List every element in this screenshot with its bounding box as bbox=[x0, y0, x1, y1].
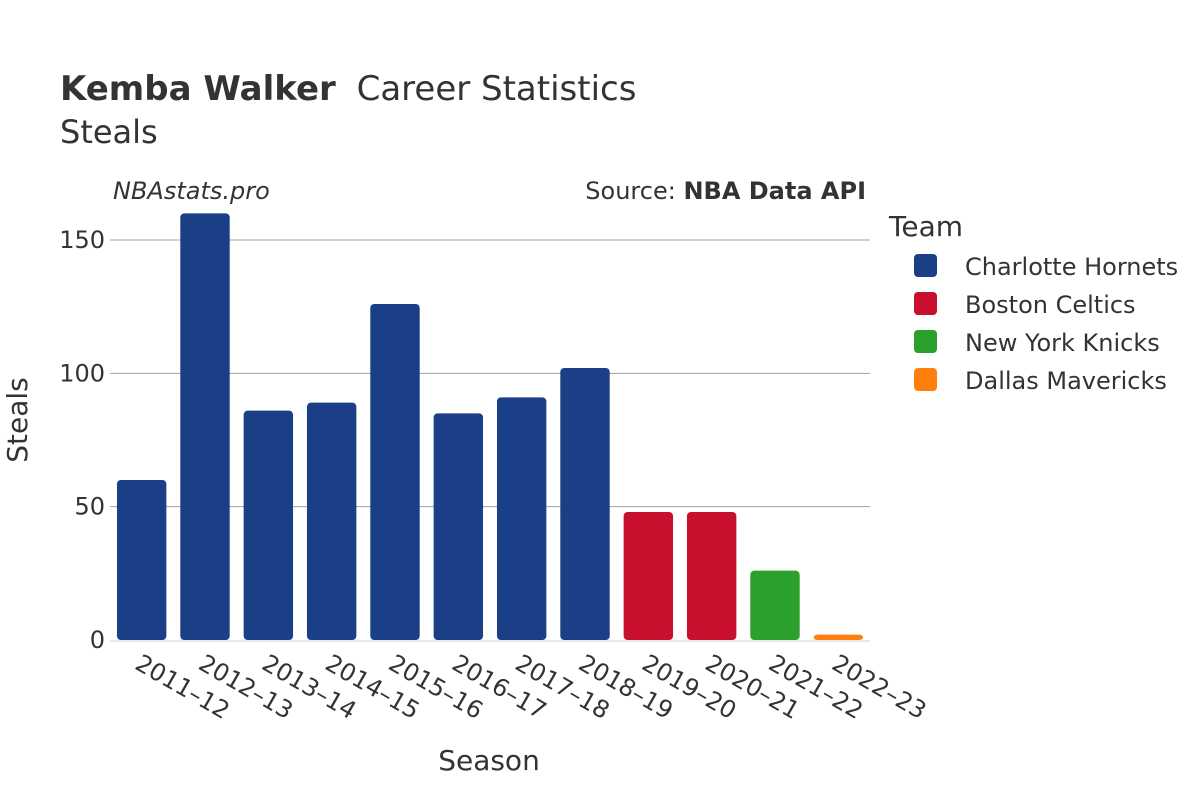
legend: Team Charlotte Hornets Boston Celtics New … bbox=[888, 210, 1178, 395]
bar-2017–18[interactable] bbox=[496, 397, 547, 640]
legend-item[interactable]: Charlotte Hornets bbox=[914, 253, 1178, 281]
chart-title: Kemba Walker Career Statistics bbox=[60, 69, 636, 109]
legend-item[interactable]: New York Knicks bbox=[914, 329, 1160, 357]
watermark: NBAstats.pro bbox=[113, 177, 270, 205]
legend-swatch bbox=[914, 254, 937, 277]
source-name: NBA Data API bbox=[683, 177, 866, 205]
x-axis-title: Season bbox=[438, 744, 540, 777]
source-prefix: Source: bbox=[585, 177, 683, 205]
chart-subtitle: Steals bbox=[60, 113, 158, 151]
y-tick-label: 0 bbox=[90, 626, 105, 654]
bar-2021–22[interactable] bbox=[750, 570, 800, 640]
legend-swatch bbox=[914, 368, 937, 391]
y-tick-label: 150 bbox=[59, 226, 105, 254]
y-axis-title: Steals bbox=[1, 377, 34, 463]
bar-2013–14[interactable] bbox=[243, 410, 294, 640]
x-axis-ticks: 2011–122012–132013–142014–152015–162016–… bbox=[131, 649, 931, 725]
legend-label: New York Knicks bbox=[965, 329, 1160, 357]
bar-2016–17[interactable] bbox=[433, 413, 484, 640]
bar-2022–23[interactable] bbox=[813, 634, 864, 640]
legend-swatch bbox=[914, 330, 937, 353]
title-rest: Career Statistics bbox=[357, 69, 637, 109]
gridlines bbox=[110, 239, 870, 642]
source-line: Source: NBA Data API bbox=[585, 177, 866, 205]
y-tick-label: 100 bbox=[59, 359, 105, 387]
y-tick-label: 50 bbox=[74, 493, 105, 521]
legend-item[interactable]: Boston Celtics bbox=[914, 291, 1136, 319]
bar-2011–12[interactable] bbox=[116, 480, 167, 640]
bars bbox=[116, 213, 864, 641]
legend-swatch bbox=[914, 292, 937, 315]
legend-label: Charlotte Hornets bbox=[965, 253, 1178, 281]
y-axis-ticks: 0 50 100 150 bbox=[59, 226, 105, 654]
player-name: Kemba Walker bbox=[60, 69, 336, 109]
legend-title: Team bbox=[888, 210, 963, 243]
bar-2018–19[interactable] bbox=[560, 368, 610, 640]
bar-2014–15[interactable] bbox=[306, 402, 357, 640]
bar-2015–16[interactable] bbox=[370, 304, 420, 640]
bar-2012–13[interactable] bbox=[180, 213, 230, 641]
legend-label: Boston Celtics bbox=[965, 291, 1136, 319]
legend-item[interactable]: Dallas Mavericks bbox=[914, 367, 1167, 395]
legend-label: Dallas Mavericks bbox=[965, 367, 1167, 395]
bar-2020–21[interactable] bbox=[686, 512, 737, 640]
bar-2019–20[interactable] bbox=[623, 512, 674, 640]
